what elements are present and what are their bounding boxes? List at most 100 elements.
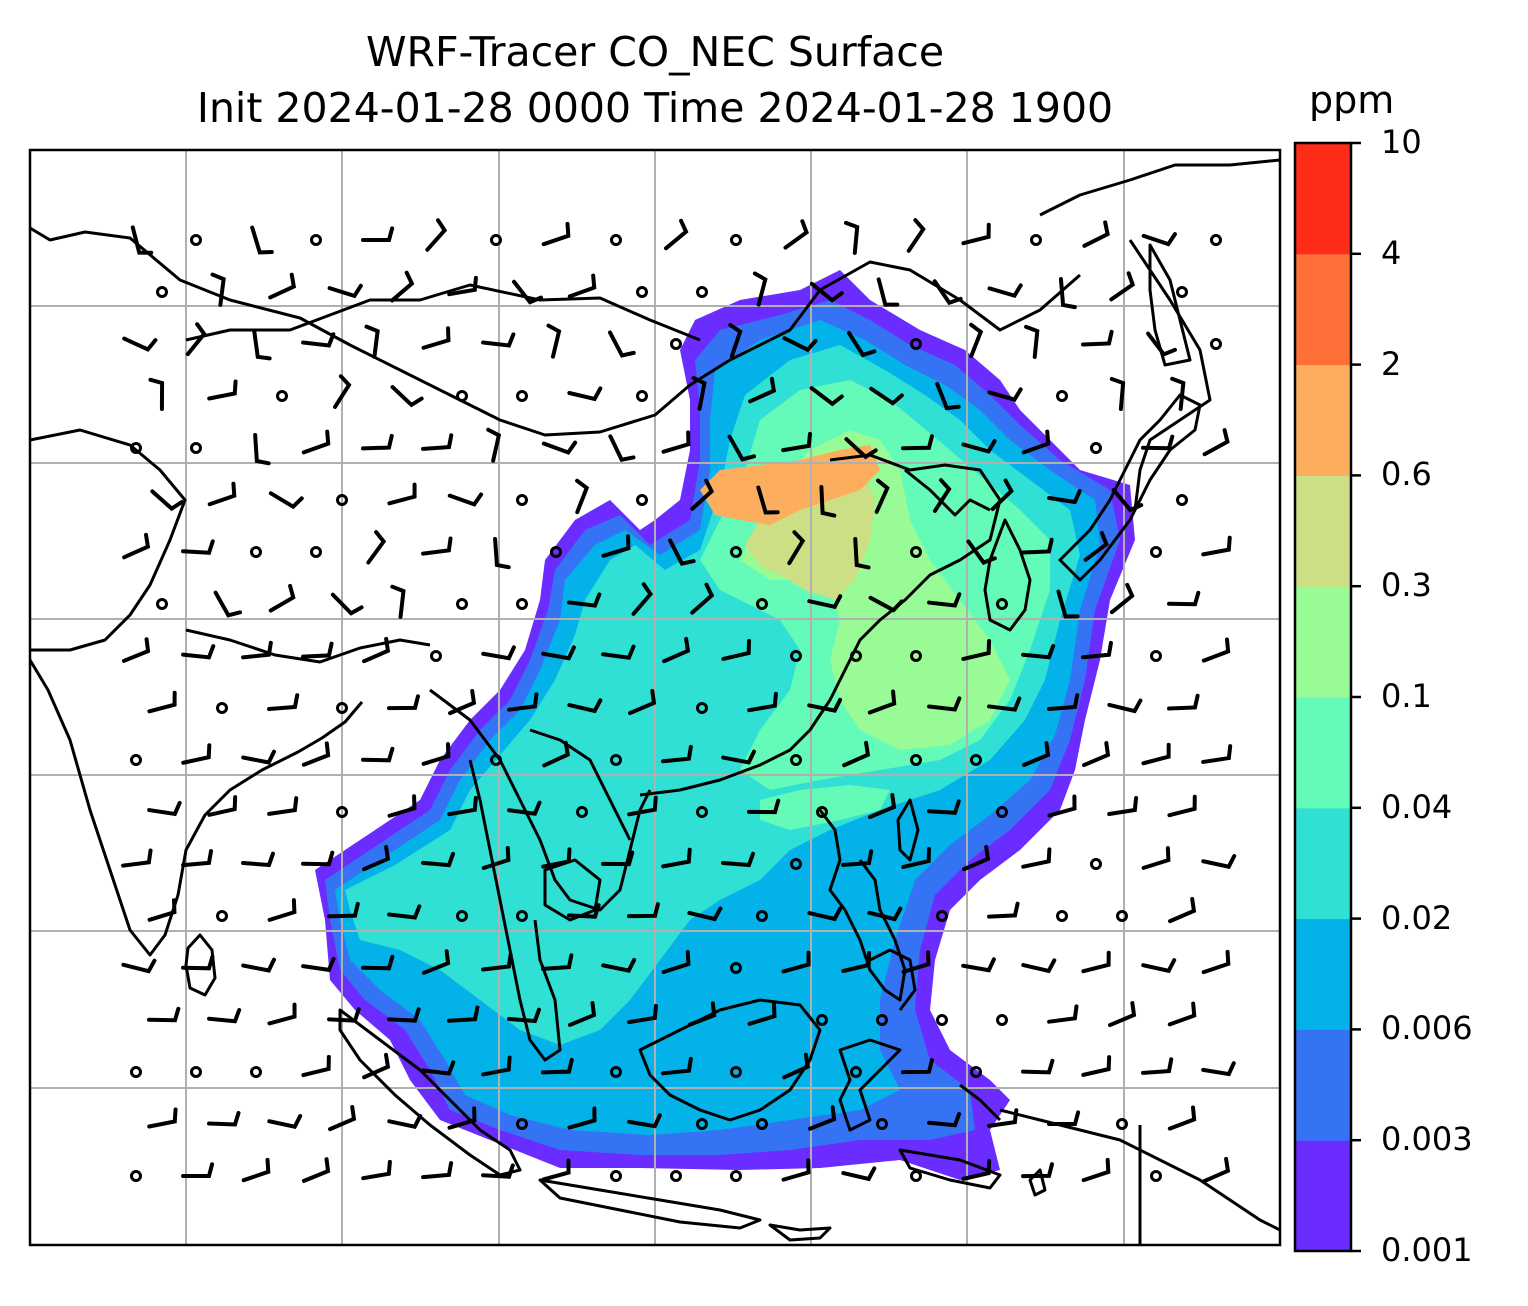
wind-barb-calm	[1116, 1118, 1128, 1130]
wind-barb-calm	[610, 234, 622, 246]
wind-barb	[148, 377, 165, 411]
wind-barb	[687, 1001, 717, 1027]
wind-barb	[421, 1060, 456, 1076]
wind-barb	[481, 332, 516, 348]
wind-barb-calm	[936, 910, 948, 922]
wind-barb-calm	[850, 650, 862, 662]
wind-barb	[301, 1157, 331, 1183]
wind-barb	[1168, 896, 1197, 924]
wind-barb	[782, 336, 818, 353]
wind-barb	[207, 379, 238, 401]
wind-barb-calm	[250, 1066, 262, 1078]
wind-barb	[362, 636, 391, 664]
colorbar-segment	[1295, 918, 1351, 1030]
wind-barb	[868, 793, 897, 820]
wind-barb	[747, 1002, 777, 1026]
wind-barb	[541, 440, 578, 455]
wind-barb-calm	[276, 390, 288, 402]
wind-barb-calm	[516, 910, 528, 922]
wind-barb-calm	[516, 390, 528, 402]
wind-barb	[241, 851, 275, 868]
wind-barb	[567, 903, 601, 919]
wind-barb	[901, 847, 932, 869]
wind-barb	[1167, 794, 1197, 818]
wind-barb	[130, 225, 154, 255]
wind-barb-calm	[730, 1066, 742, 1078]
wind-barb	[961, 639, 992, 661]
wind-barb	[687, 906, 723, 922]
wind-barb	[1111, 487, 1144, 513]
wind-barb	[781, 1158, 811, 1182]
colorbar-tick-label: 0.003	[1381, 1120, 1473, 1159]
colorbar-segment	[1295, 807, 1351, 920]
wind-barb-calm	[696, 806, 708, 818]
wind-barb	[541, 1057, 574, 1075]
wind-barb	[327, 283, 363, 299]
wind-barb-calm	[516, 1118, 528, 1130]
wind-barb-calm	[670, 1170, 682, 1182]
wind-barb	[301, 741, 331, 767]
colorbar	[1293, 141, 1361, 1253]
wind-barb	[567, 698, 603, 714]
wind-barb	[1141, 846, 1171, 870]
wind-barb	[748, 376, 777, 404]
wind-barb	[969, 322, 984, 359]
map-title-line1: WRF-Tracer CO_NEC Surface	[365, 28, 945, 76]
wind-barb	[185, 322, 207, 357]
wind-barb	[1201, 854, 1237, 870]
wind-barb-calm	[730, 546, 742, 558]
wind-barb	[1109, 376, 1126, 411]
wind-barb	[253, 433, 271, 466]
wind-barb	[661, 950, 691, 974]
wind-barb	[447, 275, 478, 297]
wind-barb	[1141, 1057, 1174, 1075]
wind-barb	[1082, 741, 1111, 768]
wind-barb	[1202, 1156, 1231, 1184]
wind-barb	[327, 901, 360, 919]
wind-barb	[1021, 644, 1056, 660]
wind-barb	[147, 1107, 178, 1129]
colorbar-segment	[1295, 1029, 1351, 1141]
wind-barb	[301, 332, 336, 348]
wind-barb	[546, 323, 562, 359]
wind-barb-calm	[336, 806, 348, 818]
wind-barb-calm	[1210, 338, 1222, 350]
wind-barb	[841, 849, 874, 867]
map-frame	[28, 148, 1282, 1247]
map-gridlines	[30, 150, 1280, 1245]
wind-barb-calm	[1116, 910, 1128, 922]
wind-barb	[493, 537, 511, 570]
wind-barb	[847, 331, 877, 358]
wind-barb	[807, 1105, 837, 1131]
wind-barb	[807, 697, 843, 713]
wind-barb-calm	[876, 1014, 888, 1026]
wind-barb	[330, 592, 364, 616]
wind-barb	[362, 844, 391, 872]
wind-barb	[421, 326, 451, 350]
wind-barb-calm	[816, 1014, 828, 1026]
wind-barb	[122, 336, 158, 352]
wind-barb	[541, 221, 571, 247]
wind-barb	[1021, 741, 1051, 767]
wind-barb	[121, 848, 153, 868]
wind-barb	[876, 277, 900, 307]
wind-barb	[1167, 590, 1201, 607]
wind-barb	[787, 530, 806, 566]
wind-barb	[121, 637, 151, 663]
wind-barb	[853, 537, 871, 570]
wind-barb	[631, 582, 653, 616]
wind-barb	[661, 744, 693, 764]
wind-barb-calm	[730, 234, 742, 246]
wind-barb	[628, 689, 657, 716]
wind-barb	[841, 951, 871, 974]
wind-barb	[1167, 1001, 1197, 1027]
wind-barb	[608, 434, 636, 462]
colorbar-segment	[1295, 586, 1351, 698]
wind-barb	[747, 691, 778, 713]
wind-barb	[250, 225, 274, 255]
wind-barb	[627, 1003, 659, 1025]
wind-barb-calm	[670, 338, 682, 350]
wind-barb	[241, 1157, 271, 1183]
wind-barb	[901, 950, 931, 974]
